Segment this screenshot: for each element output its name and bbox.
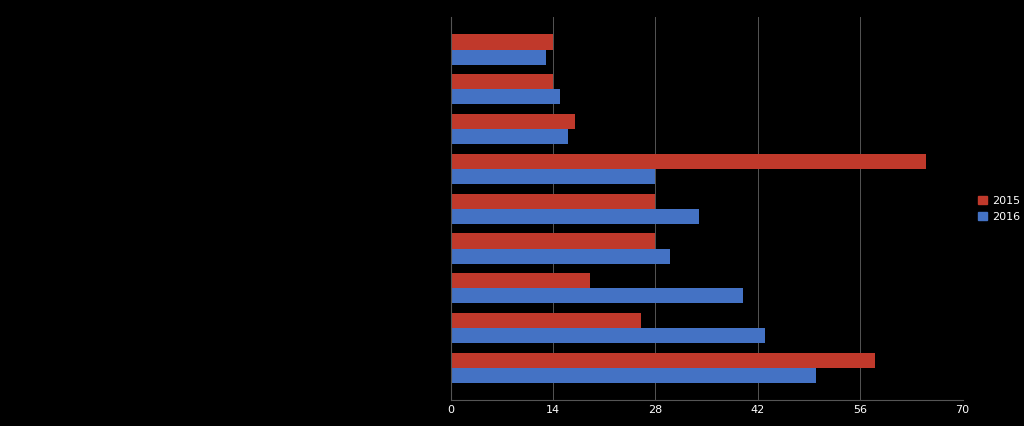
Bar	[451, 328, 765, 343]
Bar	[451, 273, 590, 288]
Legend: 2015, 2016: 2015, 2016	[978, 196, 1020, 222]
Bar	[451, 74, 553, 89]
Bar	[451, 114, 574, 129]
Bar	[451, 169, 655, 184]
Bar	[451, 35, 553, 49]
Bar	[451, 368, 816, 383]
Bar	[451, 209, 699, 224]
Bar	[451, 89, 560, 104]
Bar	[451, 288, 743, 303]
Bar	[451, 248, 670, 264]
Bar	[451, 194, 655, 209]
Bar	[451, 233, 655, 248]
Bar	[451, 154, 926, 169]
Bar	[451, 129, 567, 144]
Bar	[451, 49, 546, 65]
Bar	[451, 353, 874, 368]
Bar	[451, 313, 641, 328]
